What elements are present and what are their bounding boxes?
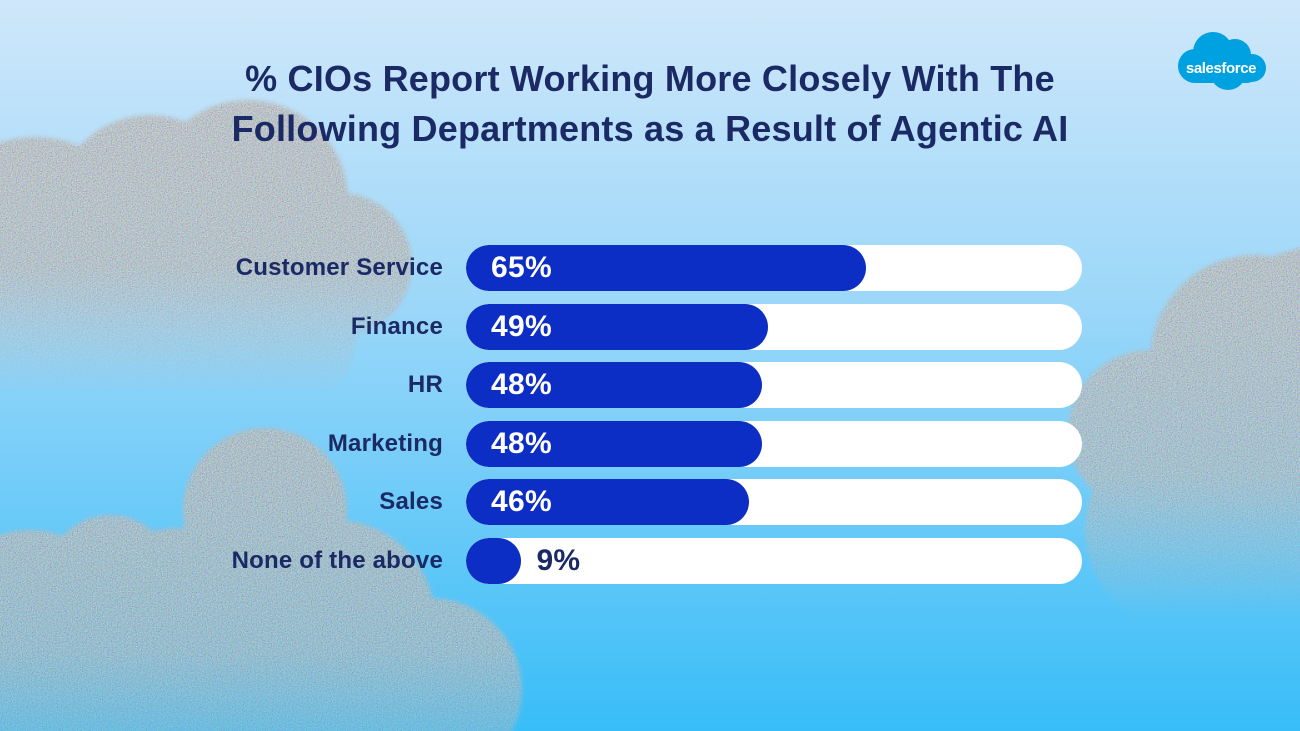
value-label: 48%	[491, 368, 552, 401]
bar-track: 46%	[466, 479, 1082, 525]
bar-fill: 48%	[466, 362, 762, 408]
value-label: 49%	[491, 309, 552, 343]
bar-fill: 49%	[466, 303, 768, 350]
bar-fill: 48%	[466, 420, 762, 467]
category-label: HR	[407, 371, 443, 398]
bar-track: 65%	[466, 245, 1082, 291]
value-label: 65%	[491, 251, 552, 284]
bar-row: Customer Service 65%	[0, 245, 1120, 291]
bar-fill: 46%	[466, 479, 750, 525]
chart-title: % CIOs Report Working More Closely With …	[0, 54, 1300, 154]
category-label: Marketing	[327, 429, 443, 457]
chart-title-line-1: % CIOs Report Working More Closely With …	[245, 58, 1055, 99]
bar-row: HR 48%	[0, 362, 1120, 408]
value-label: 46%	[491, 485, 552, 518]
category-label: None of the above	[231, 546, 443, 574]
bar-row: None of the above 9%	[0, 537, 1120, 584]
bar-track: 48%	[466, 362, 1082, 408]
bar-track: 49%	[466, 303, 1082, 350]
category-label: Finance	[350, 312, 443, 340]
bar-chart: Customer Service 65% Finance 49% HR 48% …	[0, 245, 1120, 596]
bar-row: Sales 46%	[0, 479, 1120, 525]
bar-row: Finance 49%	[0, 303, 1120, 350]
chart-title-line-2: Following Departments as a Result of Age…	[231, 108, 1069, 149]
salesforce-logo-text: salesforce	[1186, 60, 1256, 77]
bar-track: 9%	[466, 537, 1082, 584]
bar-fill	[466, 537, 522, 584]
bar-fill: 65%	[466, 245, 867, 291]
category-label: Customer Service	[235, 254, 443, 281]
salesforce-cloud-icon	[1178, 32, 1266, 90]
category-label: Sales	[379, 488, 443, 515]
bar-track: 48%	[466, 420, 1082, 467]
value-label: 48%	[491, 426, 552, 460]
value-label: 9%	[536, 543, 581, 577]
salesforce-logo: salesforce	[1178, 32, 1266, 90]
bar-row: Marketing 48%	[0, 420, 1120, 467]
